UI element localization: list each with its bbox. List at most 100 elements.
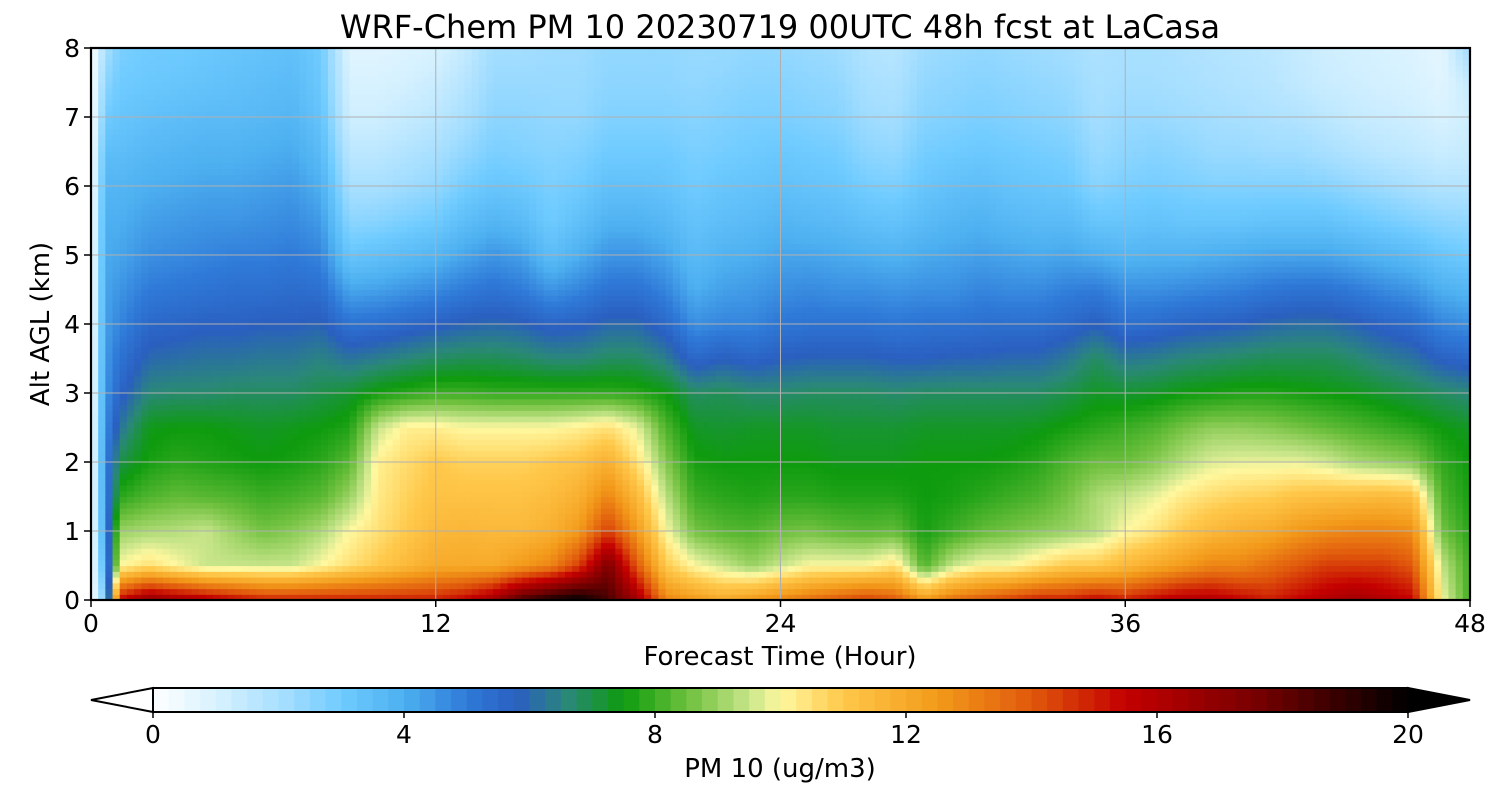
heat-cell (292, 410, 300, 416)
heat-cell (91, 485, 99, 491)
heat-cell (148, 146, 156, 152)
heat-cell (278, 393, 286, 399)
heat-cell (342, 272, 350, 278)
heat-cell (436, 186, 444, 192)
heat-cell (163, 152, 171, 158)
heat-cell (306, 405, 314, 411)
heat-cell (127, 186, 135, 192)
heat-cell (256, 399, 264, 405)
heat-cell (357, 336, 365, 342)
heat-cell (192, 422, 200, 428)
heat-cell (141, 267, 149, 273)
heat-cell (235, 88, 243, 94)
heat-cell (113, 60, 121, 66)
heat-cell (127, 307, 135, 313)
heat-cell (184, 479, 192, 485)
heat-cell (285, 571, 293, 577)
heat-cell (285, 71, 293, 77)
heat-cell (249, 353, 257, 359)
heat-cell (213, 531, 221, 537)
heat-cell (400, 439, 408, 445)
heat-cell (141, 554, 149, 560)
heat-cell (113, 433, 121, 439)
heat-cell (321, 272, 329, 278)
heat-cell (306, 134, 314, 140)
heat-cell (163, 198, 171, 204)
heat-cell (450, 433, 458, 439)
heat-cell (141, 284, 149, 290)
heat-cell (206, 497, 214, 503)
heat-cell (371, 508, 379, 514)
heat-cell (184, 152, 192, 158)
heat-cell (364, 232, 372, 238)
heat-cell (134, 548, 142, 554)
heat-cell (127, 433, 135, 439)
heat-cell (127, 65, 135, 71)
heat-cell (105, 129, 113, 135)
heat-cell (342, 106, 350, 112)
heat-cell (357, 462, 365, 468)
heat-cell (235, 589, 243, 595)
heat-cell (421, 261, 429, 267)
heat-cell (421, 543, 429, 549)
heat-cell (407, 106, 415, 112)
heat-cell (134, 462, 142, 468)
heat-cell (364, 261, 372, 267)
heat-cell (263, 566, 271, 572)
heat-cell (299, 330, 307, 336)
heat-cell (148, 445, 156, 451)
heat-cell (134, 422, 142, 428)
heat-cell (134, 290, 142, 296)
heat-cell (170, 313, 178, 319)
heat-cell (235, 583, 243, 589)
heat-cell (299, 416, 307, 422)
heat-cell (450, 479, 458, 485)
heat-cell (306, 60, 314, 66)
heat-cell (328, 543, 336, 549)
heat-cell (407, 255, 415, 261)
heat-cell (163, 238, 171, 244)
heat-cell (163, 54, 171, 60)
heat-cell (436, 198, 444, 204)
heat-cell (163, 106, 171, 112)
heat-cell (299, 405, 307, 411)
heat-cell (357, 422, 365, 428)
heat-cell (170, 186, 178, 192)
heat-cell (271, 152, 279, 158)
heat-cell (400, 272, 408, 278)
heat-cell (321, 583, 329, 589)
heat-cell (450, 347, 458, 353)
heat-cell (371, 537, 379, 543)
heat-cell (371, 169, 379, 175)
heat-cell (306, 462, 314, 468)
heat-cell (306, 100, 314, 106)
heat-cell (393, 175, 401, 181)
heat-cell (378, 192, 386, 198)
heat-cell (393, 566, 401, 572)
heat-cell (177, 272, 185, 278)
heat-cell (156, 140, 164, 146)
heat-cell (429, 376, 437, 382)
heat-cell (105, 416, 113, 422)
heat-cell (400, 94, 408, 100)
heat-cell (314, 60, 322, 66)
heat-cell (256, 313, 264, 319)
heat-cell (400, 405, 408, 411)
heat-cell (357, 364, 365, 370)
heat-cell (120, 255, 128, 261)
heat-cell (206, 163, 214, 169)
heat-cell (364, 278, 372, 284)
heat-cell (192, 261, 200, 267)
heat-cell (134, 560, 142, 566)
heat-cell (105, 422, 113, 428)
heat-cell (285, 186, 293, 192)
heat-cell (213, 307, 221, 313)
heat-cell (400, 336, 408, 342)
heat-cell (199, 134, 207, 140)
heat-cell (342, 571, 350, 577)
heat-cell (163, 307, 171, 313)
heat-cell (328, 479, 336, 485)
heat-cell (113, 531, 121, 537)
heat-cell (127, 341, 135, 347)
heat-cell (213, 502, 221, 508)
